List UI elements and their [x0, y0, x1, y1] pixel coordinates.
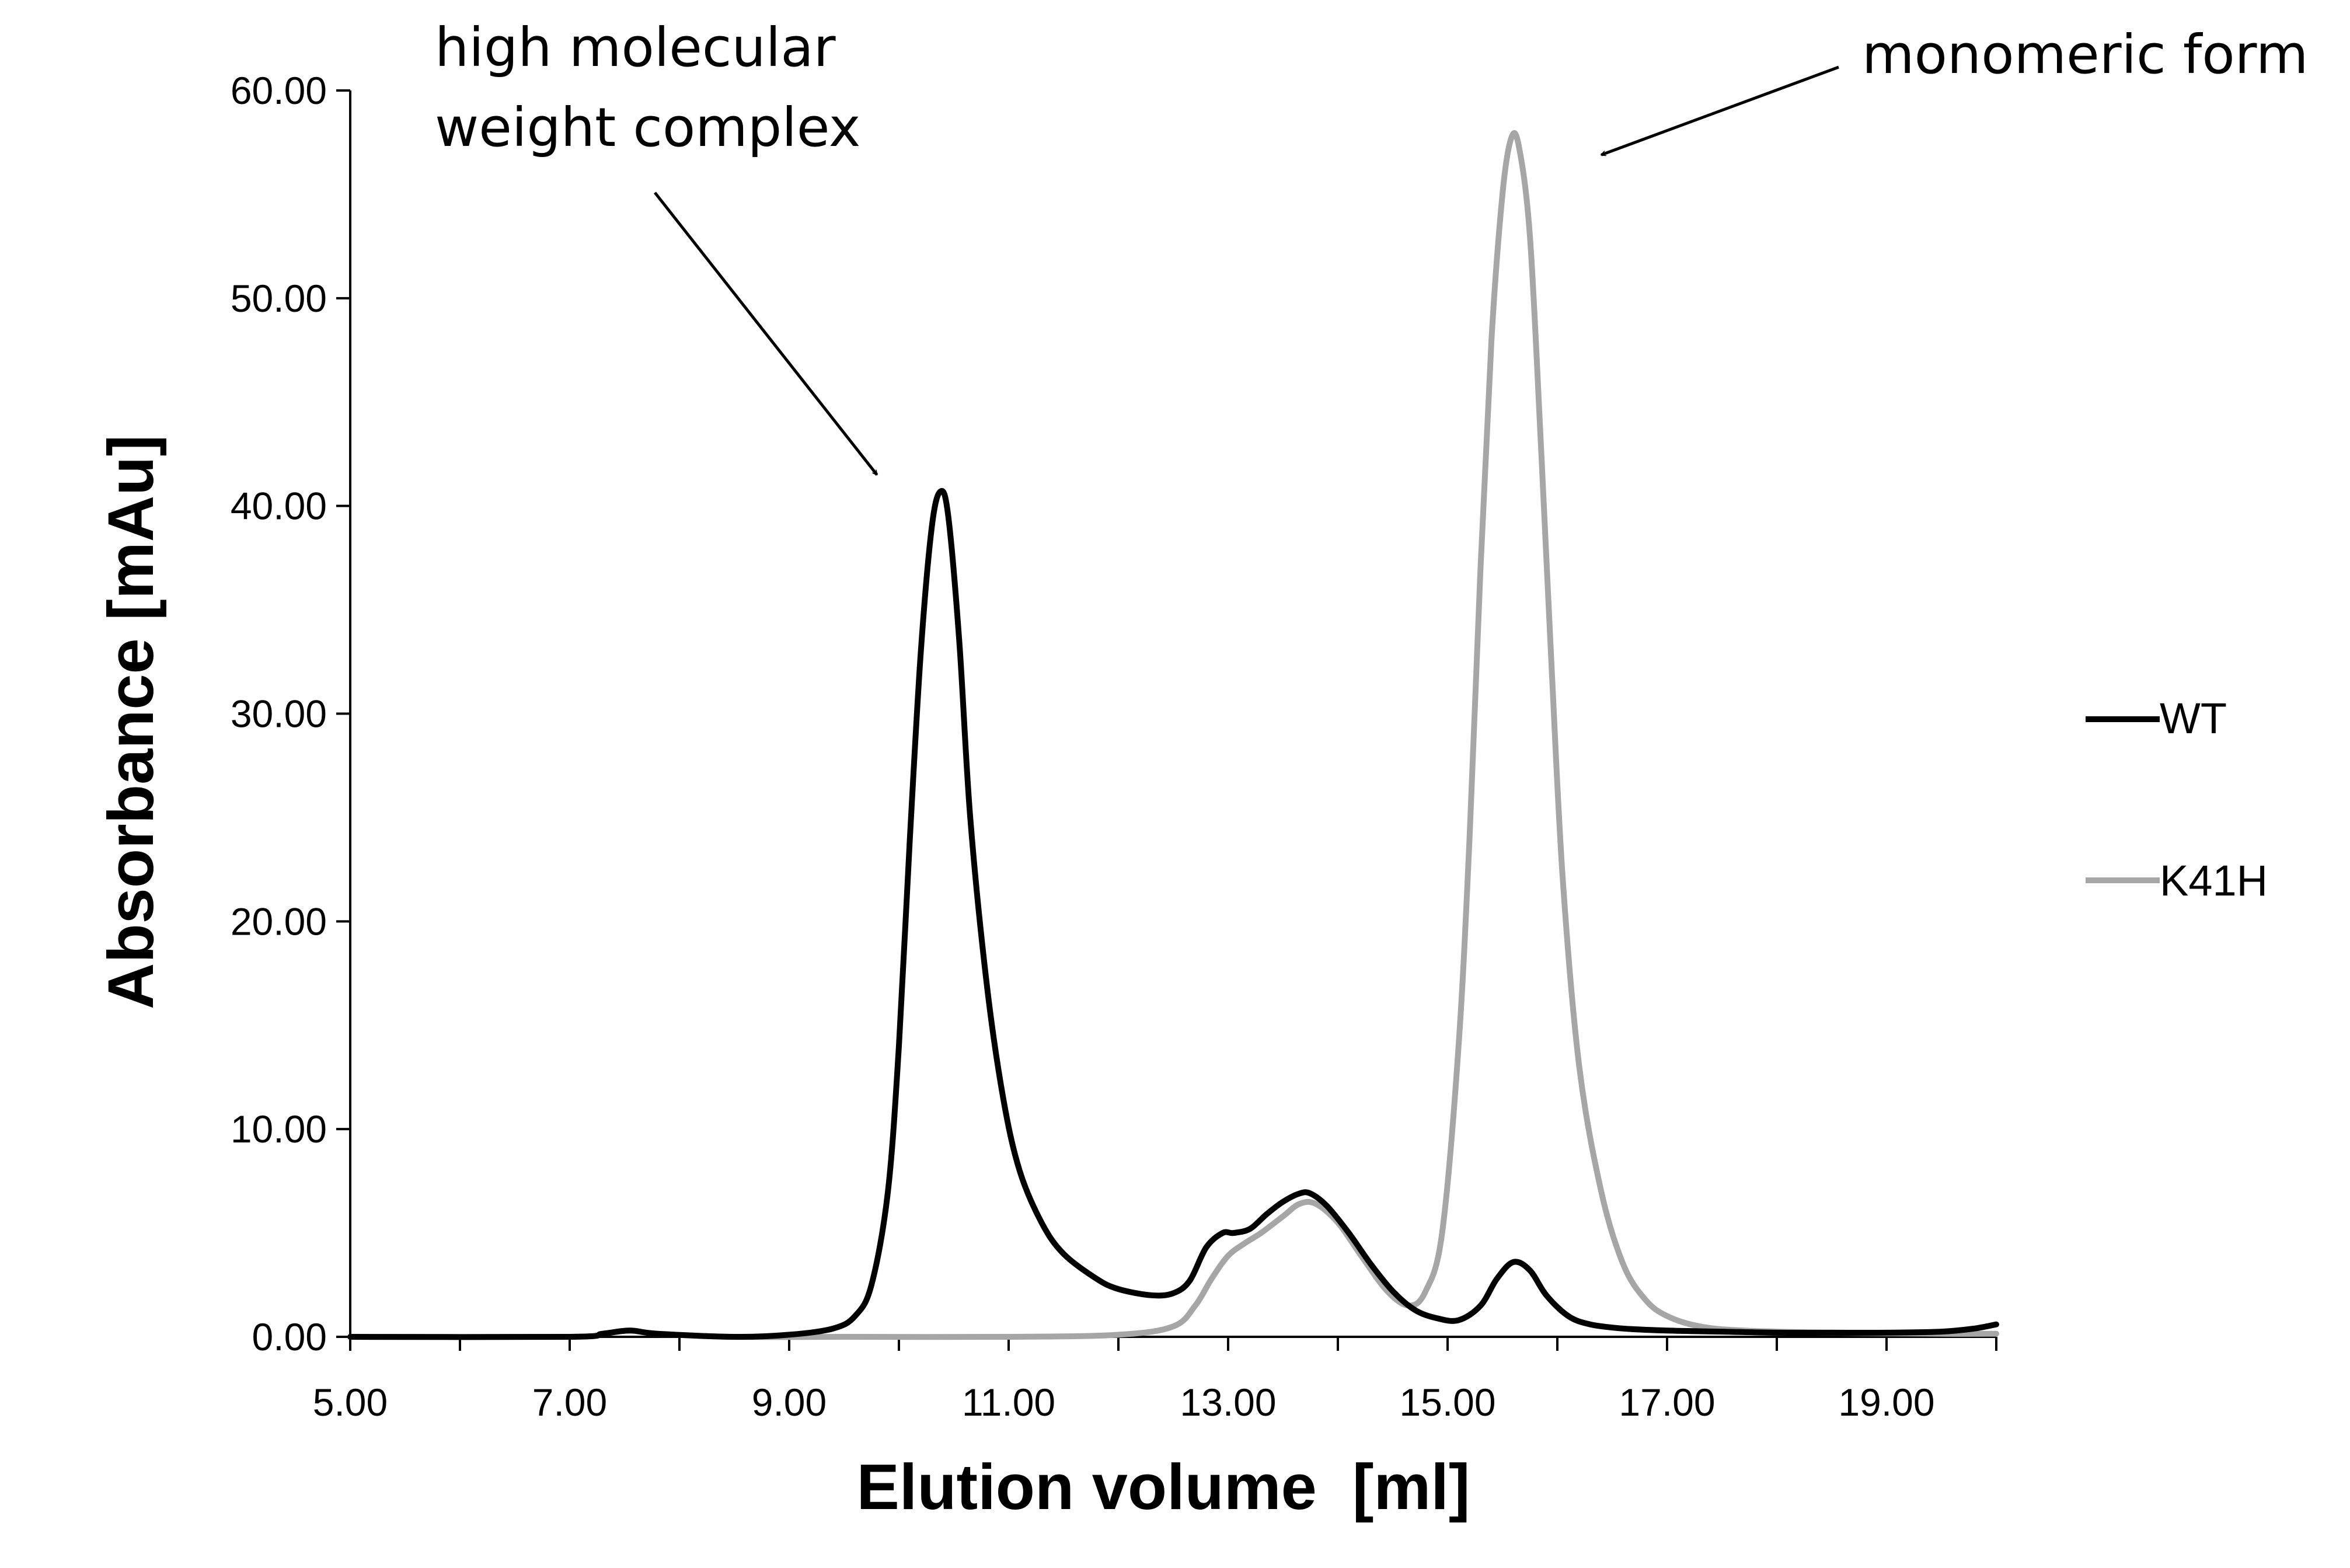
annotation-monomeric-form: monomeric form: [1601, 23, 2308, 156]
legend: WT K41H: [2086, 694, 2268, 905]
annotation-arrow: [1601, 65, 1839, 156]
y-tick-label: 60.00: [231, 69, 327, 112]
series-lines: [347, 130, 1999, 1340]
x-tick-label: 15.00: [1399, 1381, 1495, 1424]
y-axis-ticks: 0.00 10.00 20.00 30.00 40.00 50.00 60.00: [231, 69, 350, 1358]
y-tick-label: 0.00: [252, 1315, 327, 1358]
legend-label-k41h: K41H: [2160, 856, 2268, 905]
x-tick-label: 11.00: [962, 1381, 1055, 1424]
y-tick-label: 40.00: [231, 485, 327, 528]
y-tick-label: 20.00: [231, 900, 327, 943]
x-tick-label: 17.00: [1619, 1381, 1715, 1424]
y-tick-label: 10.00: [231, 1107, 327, 1151]
annotation-high-molecular-weight: high molecular weight complex: [435, 16, 878, 475]
y-tick-label: 30.00: [231, 692, 327, 736]
x-axis-title: Elution volume [ml]: [856, 1451, 1470, 1523]
annotation-text: monomeric form: [1862, 23, 2308, 86]
series-line-k41h: [347, 130, 1999, 1340]
y-tick-label: 50.00: [231, 277, 327, 320]
x-tick-label: 5.00: [313, 1381, 388, 1424]
annotation-arrow: [654, 191, 878, 475]
series-line-wt: [347, 488, 1999, 1340]
x-tick-label: 9.00: [752, 1381, 827, 1424]
x-axis-ticks: 5.00 7.00 9.00 11.00 13.00 15.00 17.00 19.00: [313, 1337, 1997, 1424]
x-tick-label: 13.00: [1180, 1381, 1276, 1424]
annotation-text-line-1: high molecular: [435, 16, 836, 79]
annotation-text-line-2: weight complex: [435, 96, 860, 159]
legend-label-wt: WT: [2160, 694, 2227, 743]
y-axis-title: Absorbance [mAu]: [95, 435, 167, 1009]
x-tick-label: 19.00: [1838, 1381, 1934, 1424]
x-tick-label: 7.00: [532, 1381, 607, 1424]
